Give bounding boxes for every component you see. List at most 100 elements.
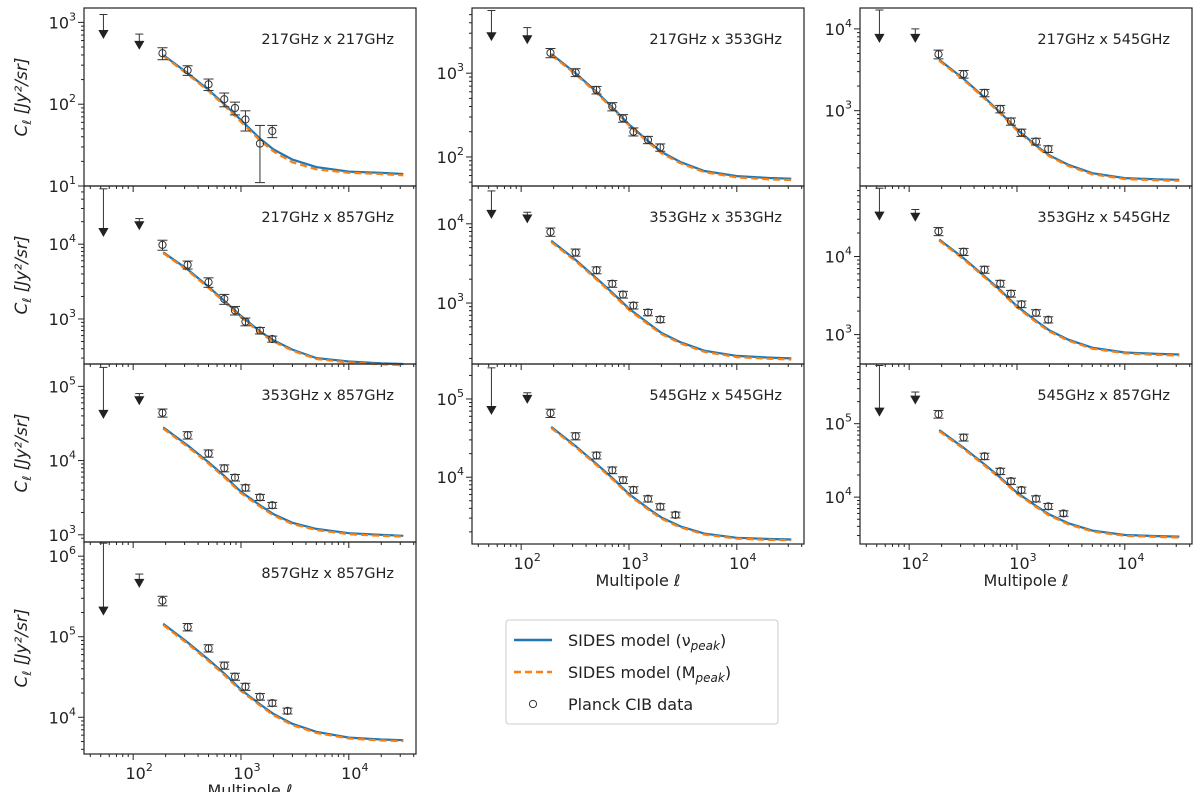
y-tick-label: 104: [437, 212, 464, 234]
x-axis-label: Multipole ℓ: [207, 781, 292, 792]
legend: SIDES model (νpeak) SIDES model (Mpeak) Pl…: [505, 619, 779, 725]
tick-base: 10: [49, 177, 69, 196]
planck-data-point: [230, 672, 240, 681]
sides-nu-peak-line: [550, 53, 792, 180]
tick-base: 10: [49, 377, 69, 396]
planck-data-point: [546, 48, 555, 57]
tick-base: 10: [233, 764, 253, 783]
y-tick-label: 103: [825, 323, 852, 345]
planck-data-point: [1017, 485, 1026, 495]
tick-exponent: 1: [69, 174, 76, 187]
sides-m-peak-line: [938, 239, 1180, 357]
upper-limit-arrowhead: [98, 606, 109, 616]
y-tick-label: 103: [49, 523, 76, 545]
planck-data-point: [643, 308, 653, 317]
x-label-text: Multipole: [983, 571, 1061, 590]
upper-limit-arrowhead: [910, 395, 921, 405]
tick-base: 10: [49, 310, 69, 329]
planck-data-point: [656, 502, 665, 511]
upper-limit-arrowhead: [134, 221, 145, 231]
legend-label: SIDES model (Mpeak): [568, 663, 731, 685]
tick-base: 10: [49, 95, 69, 114]
x-tick-label: 104: [341, 761, 368, 783]
planck-data-point: [230, 306, 240, 315]
y-tick-label: 104: [825, 485, 852, 507]
tick-base: 10: [513, 554, 533, 573]
planck-data-point: [996, 467, 1005, 476]
x-tick-label: 103: [621, 551, 648, 573]
upper-limit-arrowhead: [134, 578, 145, 588]
upper-limit-arrowhead: [134, 396, 145, 406]
y-tick-label: 105: [49, 625, 76, 647]
tick-base: 10: [825, 415, 845, 434]
planck-data-point: [1006, 289, 1016, 298]
y-label-subscript: ℓ: [20, 298, 34, 304]
panel-title: 217GHz x 857GHz: [261, 210, 394, 226]
planck-data-point: [241, 317, 250, 326]
planck-data-point: [546, 408, 555, 418]
planck-data-point: [1031, 494, 1041, 503]
tick-exponent: 5: [457, 387, 464, 400]
legend-label: SIDES model (νpeak): [568, 631, 726, 653]
planck-data-point: [959, 433, 968, 442]
planck-data-point: [158, 49, 167, 58]
tick-exponent: 2: [534, 551, 541, 564]
planck-data-point: [1006, 477, 1016, 486]
tick-exponent: 4: [361, 761, 368, 774]
tick-exponent: 6: [69, 544, 76, 557]
tick-exponent: 3: [457, 291, 464, 304]
x-tick-label: 104: [1117, 551, 1144, 573]
planck-data-point: [241, 682, 250, 691]
tick-exponent: 3: [845, 323, 852, 336]
y-tick-label: 105: [825, 412, 852, 434]
planck-data-point: [158, 240, 167, 249]
upper-limit-arrowhead: [134, 40, 145, 50]
y-tick-label: 102: [437, 145, 464, 167]
planck-data-point: [980, 88, 989, 97]
tick-exponent: 3: [69, 10, 76, 23]
planck-data-point: [220, 464, 229, 473]
tick-base: 10: [1117, 554, 1137, 573]
x-tick-label: 104: [729, 551, 756, 573]
x-label-symbol: ℓ: [673, 571, 681, 590]
planck-data-point: [618, 475, 628, 485]
tick-exponent: 5: [845, 412, 852, 425]
sides-nu-peak-line: [550, 239, 792, 360]
planck-data-point: [1044, 502, 1053, 511]
planck-data-point: [671, 510, 680, 519]
legend-label-subscript: peak: [690, 639, 721, 653]
planck-data-point: [656, 143, 665, 152]
y-tick-label: 103: [825, 99, 852, 121]
planck-data-point: [629, 301, 638, 310]
x-tick-label: 102: [513, 551, 540, 573]
planck-data-point: [934, 227, 943, 236]
planck-data-point: [255, 692, 265, 701]
legend-label-main: SIDES model (ν: [568, 631, 691, 650]
planck-data-point: [608, 279, 617, 288]
legend-label-main: Planck CIB data: [568, 695, 693, 714]
y-tick-label: 101: [49, 174, 76, 196]
y-label-symbol: C: [12, 124, 32, 136]
planck-data-point: [241, 115, 250, 124]
x-axis-label: Multipole ℓ: [983, 571, 1068, 590]
panel-title: 545GHz x 545GHz: [649, 388, 782, 404]
planck-data-point: [592, 266, 601, 275]
x-label-symbol: ℓ: [285, 781, 293, 792]
tick-base: 10: [49, 452, 69, 471]
panel-frame: [859, 363, 1193, 545]
planck-data-point: [268, 501, 277, 510]
sides-m-peak-line: [162, 624, 404, 743]
panel-title: 353GHz x 857GHz: [261, 388, 394, 404]
panel-title: 857GHz x 857GHz: [261, 566, 394, 582]
tick-base: 10: [437, 215, 457, 234]
planck-data-point: [608, 466, 617, 475]
tick-exponent: 3: [642, 551, 649, 564]
planck-data-point: [183, 66, 192, 75]
planck-data-point: [1006, 117, 1016, 126]
upper-limit-arrowhead: [874, 407, 885, 417]
